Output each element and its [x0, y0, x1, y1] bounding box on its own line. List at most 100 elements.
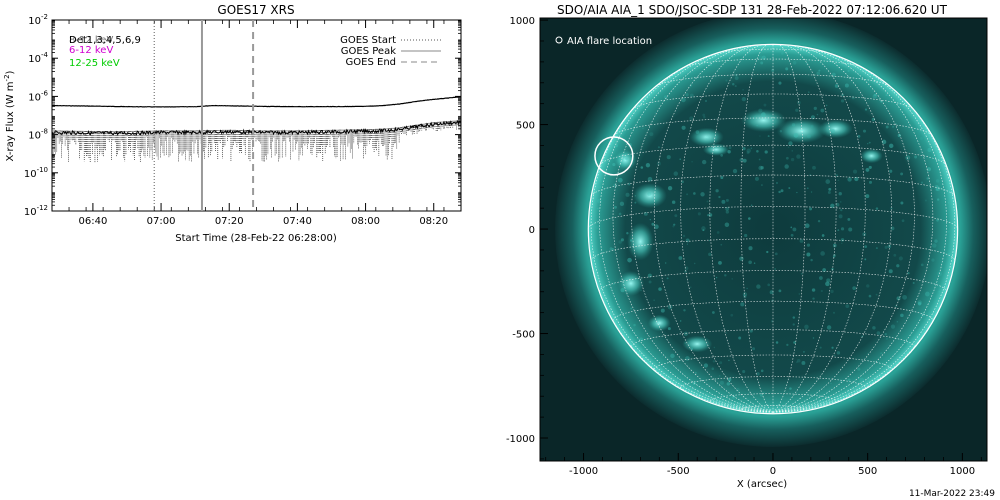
disk-texture [775, 341, 779, 344]
disk-texture [906, 341, 911, 346]
disk-texture [640, 166, 644, 169]
disk-texture [847, 378, 851, 381]
heliographic-grid [588, 44, 958, 413]
disk-texture [749, 329, 753, 333]
goes-series-high-flux [52, 96, 461, 108]
disk-texture [927, 147, 932, 153]
disk-texture [640, 289, 642, 292]
disk-texture [657, 146, 660, 149]
disk-texture [685, 356, 690, 361]
disk-texture [888, 143, 894, 149]
disk-texture [667, 304, 673, 310]
disk-texture [865, 194, 870, 199]
disk-texture [764, 150, 768, 154]
disk-texture [658, 287, 662, 291]
disk-texture [885, 94, 888, 97]
disk-texture [935, 179, 940, 183]
disk-texture [900, 172, 904, 176]
disk-texture [748, 246, 753, 251]
disk-texture [893, 253, 897, 257]
disk-texture [700, 192, 705, 197]
disk-texture [739, 158, 744, 162]
flare-location-marker [594, 136, 634, 176]
disk-texture [656, 161, 661, 166]
disk-texture [627, 182, 631, 186]
aia-title: SDO/AIA AIA_1 SDO/JSOC-SDP 131 28-Feb-20… [557, 3, 948, 17]
disk-texture [666, 277, 669, 280]
disk-texture [864, 108, 868, 111]
disk-texture [673, 223, 676, 226]
disk-texture [810, 124, 814, 128]
disk-texture [828, 55, 833, 60]
disk-texture [647, 176, 653, 182]
disk-texture [645, 163, 651, 168]
aia-x-axis: -1000 -500 0 500 1000 [545, 453, 982, 477]
disk-texture [807, 134, 811, 139]
disk-texture [816, 113, 819, 116]
disk-texture [739, 256, 744, 261]
disk-texture [775, 181, 778, 184]
grid-meridian [631, 46, 774, 413]
legend-goes-peak: GOES Peak [341, 46, 396, 57]
disk-texture [681, 125, 686, 130]
disk-texture [713, 346, 716, 349]
disk-texture [796, 358, 801, 363]
disk-texture [752, 347, 756, 351]
disk-texture [711, 367, 715, 370]
disk-texture [732, 168, 738, 174]
disk-texture [630, 307, 633, 310]
disk-texture [686, 243, 688, 245]
disk-texture [795, 108, 799, 112]
aia-y-axis: 1000 500 0 -500 -1000 [506, 16, 548, 460]
disk-texture [872, 94, 878, 99]
disk-texture [643, 211, 648, 216]
disk-texture [634, 195, 637, 197]
disk-texture [685, 93, 689, 97]
disk-texture [683, 331, 688, 336]
disk-texture [672, 225, 675, 228]
disk-texture [758, 108, 763, 113]
disk-texture [649, 218, 652, 221]
active-region [627, 222, 654, 261]
disk-texture [817, 219, 821, 223]
legend-det-overlay: 8-12 keV [69, 35, 113, 46]
goes-ytick-label: 10-10 [24, 166, 48, 180]
goes-xlabel: Start Time (28-Feb-22 06:28:00) [175, 233, 337, 244]
disk-texture [937, 198, 940, 201]
disk-texture [917, 302, 922, 306]
goes-ytick-label: 10-12 [24, 204, 48, 218]
disk-texture [647, 191, 652, 197]
disk-texture [758, 158, 761, 161]
grid-meridian [772, 44, 806, 413]
disk-texture [862, 129, 867, 133]
disk-texture [725, 332, 728, 334]
goes-ytick-label: 10-2 [28, 13, 48, 27]
disk-texture [901, 219, 905, 223]
goes-event-legend: GOES Start GOES Peak GOES End [340, 35, 441, 68]
goes-ylabel-main: X-ray Flux (W m [5, 81, 16, 161]
disk-texture [744, 233, 748, 238]
aia-ytick-label: 500 [516, 121, 535, 132]
disk-texture [938, 167, 942, 170]
disk-texture [818, 276, 823, 280]
disk-texture [861, 335, 864, 338]
disk-texture [724, 274, 727, 277]
aia-ytick-label: -1000 [506, 434, 535, 445]
disk-texture [900, 201, 904, 205]
disk-texture [788, 187, 791, 190]
disk-texture [839, 379, 844, 384]
legend-circle-icon [555, 36, 563, 44]
disk-texture [734, 85, 737, 88]
disk-texture [706, 200, 709, 203]
disk-texture [820, 108, 825, 113]
disk-texture [790, 157, 795, 162]
disk-texture [778, 289, 782, 293]
disk-texture [800, 135, 803, 138]
grid-meridian [654, 45, 774, 413]
grid-meridian [772, 44, 837, 413]
disk-texture [684, 266, 689, 271]
aia-xtick-label: 0 [770, 466, 776, 477]
disk-texture [686, 193, 689, 196]
disk-texture [712, 360, 716, 363]
disk-texture [742, 158, 747, 163]
